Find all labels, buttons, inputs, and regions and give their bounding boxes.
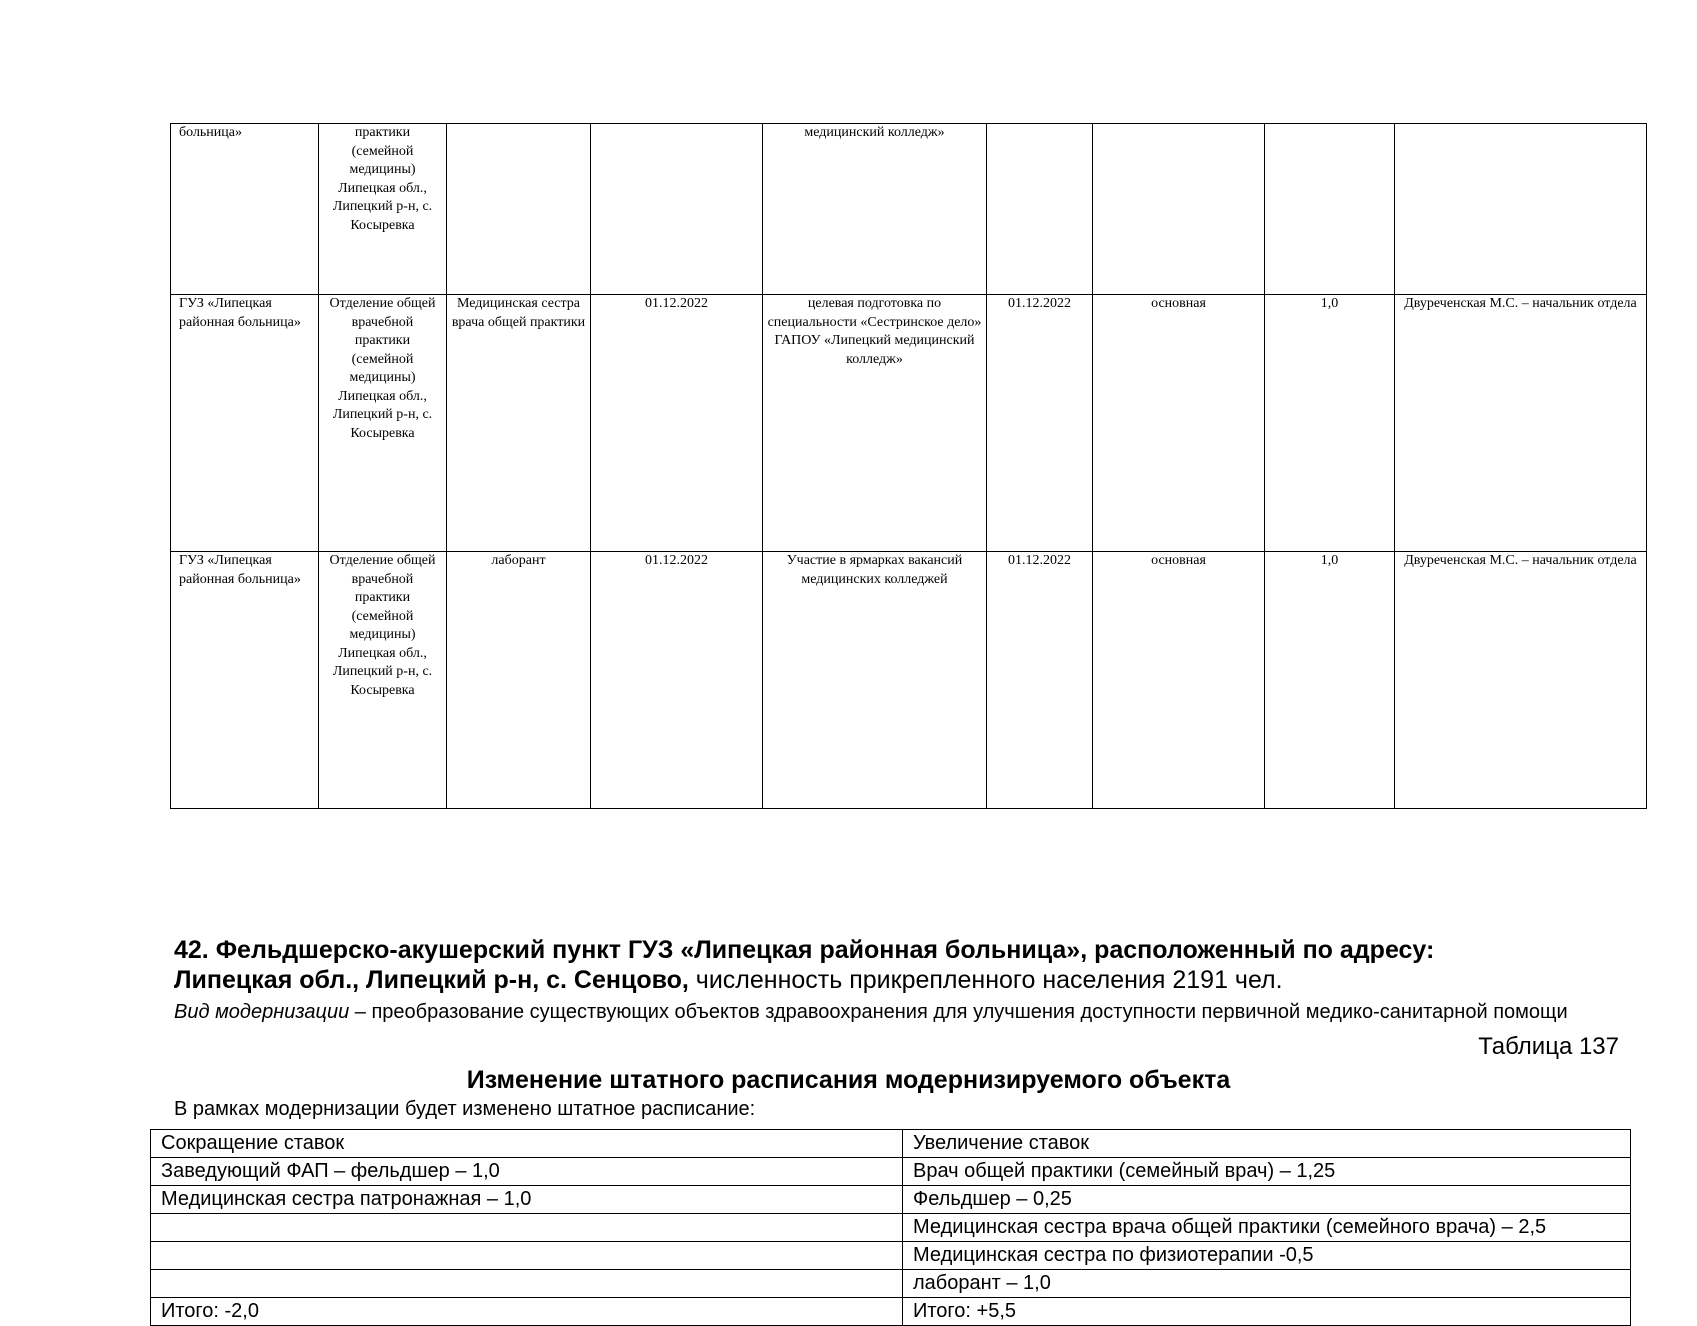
cell-position	[446, 123, 591, 295]
header-cell: Сокращение ставок	[150, 1129, 903, 1158]
increase-cell: Медицинская сестра врача общей практики …	[902, 1213, 1631, 1242]
cell-measure: целевая подготовка по специальности «Сес…	[762, 294, 987, 552]
staffing-measures-table: больница» практики (семейной медицины) Ли…	[170, 123, 1647, 809]
population: численность прикрепленного населения 219…	[688, 966, 1283, 994]
table-row: ГУЗ «Липецкая районная больница» Отделени…	[170, 551, 1647, 809]
increase-cell: лаборант – 1,0	[902, 1269, 1631, 1298]
cell-responsible: Двуреченская М.С. – начальник отдела	[1394, 294, 1647, 552]
table-row: лаборант – 1,0	[150, 1269, 1631, 1298]
reduction-cell	[150, 1213, 903, 1242]
address: Липецкая обл., Липецкий р-н, с. Сенцово,	[174, 966, 689, 994]
table-number: Таблица 137	[1478, 1033, 1619, 1060]
cell-position: Медицинская сестра врача общей практики	[446, 294, 591, 552]
modernization-type: Вид модернизации – преобразование сущест…	[174, 999, 1634, 1026]
table-row: Заведующий ФАП – фельдшер – 1,0 Врач обще…	[150, 1157, 1631, 1186]
cell-dept: практики (семейной медицины) Липецкая об…	[318, 123, 447, 295]
cell-date2: 01.12.2022	[986, 551, 1093, 809]
cell-rate	[1264, 123, 1395, 295]
cell-org: ГУЗ «Липецкая районная больница»	[170, 551, 319, 809]
table-title: Изменение штатного расписания модернизир…	[466, 1066, 1231, 1094]
cell-type: основная	[1092, 551, 1265, 809]
increase-cell: Итого: +5,5	[902, 1297, 1631, 1326]
cell-dept: Отделение общей врачебной практики (семе…	[318, 551, 447, 809]
cell-measure: медицинский колледж»	[762, 123, 987, 295]
cell-position: лаборант	[446, 551, 591, 809]
cell-date: 01.12.2022	[590, 294, 763, 552]
cell-type: основная	[1092, 294, 1265, 552]
reduction-cell	[150, 1241, 903, 1270]
staff-change-table: Сокращение ставок Увеличение ставок Заве…	[150, 1129, 1631, 1326]
cell-type	[1092, 123, 1265, 295]
reduction-cell	[150, 1269, 903, 1298]
section-address: Липецкая обл., Липецкий р-н, с. Сенцово,…	[174, 965, 1654, 995]
table-row: Итого: -2,0 Итого: +5,5	[150, 1297, 1631, 1326]
cell-org: больница»	[170, 123, 319, 295]
reduction-cell: Итого: -2,0	[150, 1297, 903, 1326]
cell-date	[590, 123, 763, 295]
table-row: Медицинская сестра врача общей практики …	[150, 1213, 1631, 1242]
increase-cell: Медицинская сестра по физиотерапии -0,5	[902, 1241, 1631, 1270]
intro-text: В рамках модернизации будет изменено шта…	[174, 1098, 756, 1120]
cell-dept: Отделение общей врачебной практики (семе…	[318, 294, 447, 552]
modernization-label: Вид модернизации	[174, 1001, 350, 1023]
cell-measure: Участие в ярмарках вакансий медицинских …	[762, 551, 987, 809]
increase-cell: Врач общей практики (семейный врач) – 1,…	[902, 1157, 1631, 1186]
section-heading: 42. Фельдшерско-акушерский пункт ГУЗ «Ли…	[174, 936, 1435, 964]
table-row: ГУЗ «Липецкая районная больница» Отделени…	[170, 294, 1647, 552]
cell-date2	[986, 123, 1093, 295]
table-row: больница» практики (семейной медицины) Ли…	[170, 123, 1647, 295]
document-page: больница» практики (семейной медицины) Ли…	[0, 123, 1697, 1326]
cell-rate: 1,0	[1264, 294, 1395, 552]
modernization-text: – преобразование существующих объектов з…	[349, 1001, 1568, 1023]
cell-org: ГУЗ «Липецкая районная больница»	[170, 294, 319, 552]
cell-rate: 1,0	[1264, 551, 1395, 809]
header-cell: Увеличение ставок	[902, 1129, 1631, 1158]
cell-responsible	[1394, 123, 1647, 295]
cell-date2: 01.12.2022	[986, 294, 1093, 552]
reduction-cell: Заведующий ФАП – фельдшер – 1,0	[150, 1157, 903, 1186]
cell-responsible: Двуреченская М.С. – начальник отдела	[1394, 551, 1647, 809]
cell-date: 01.12.2022	[590, 551, 763, 809]
table-header-row: Сокращение ставок Увеличение ставок	[150, 1129, 1631, 1158]
table-row: Медицинская сестра по физиотерапии -0,5	[150, 1241, 1631, 1270]
